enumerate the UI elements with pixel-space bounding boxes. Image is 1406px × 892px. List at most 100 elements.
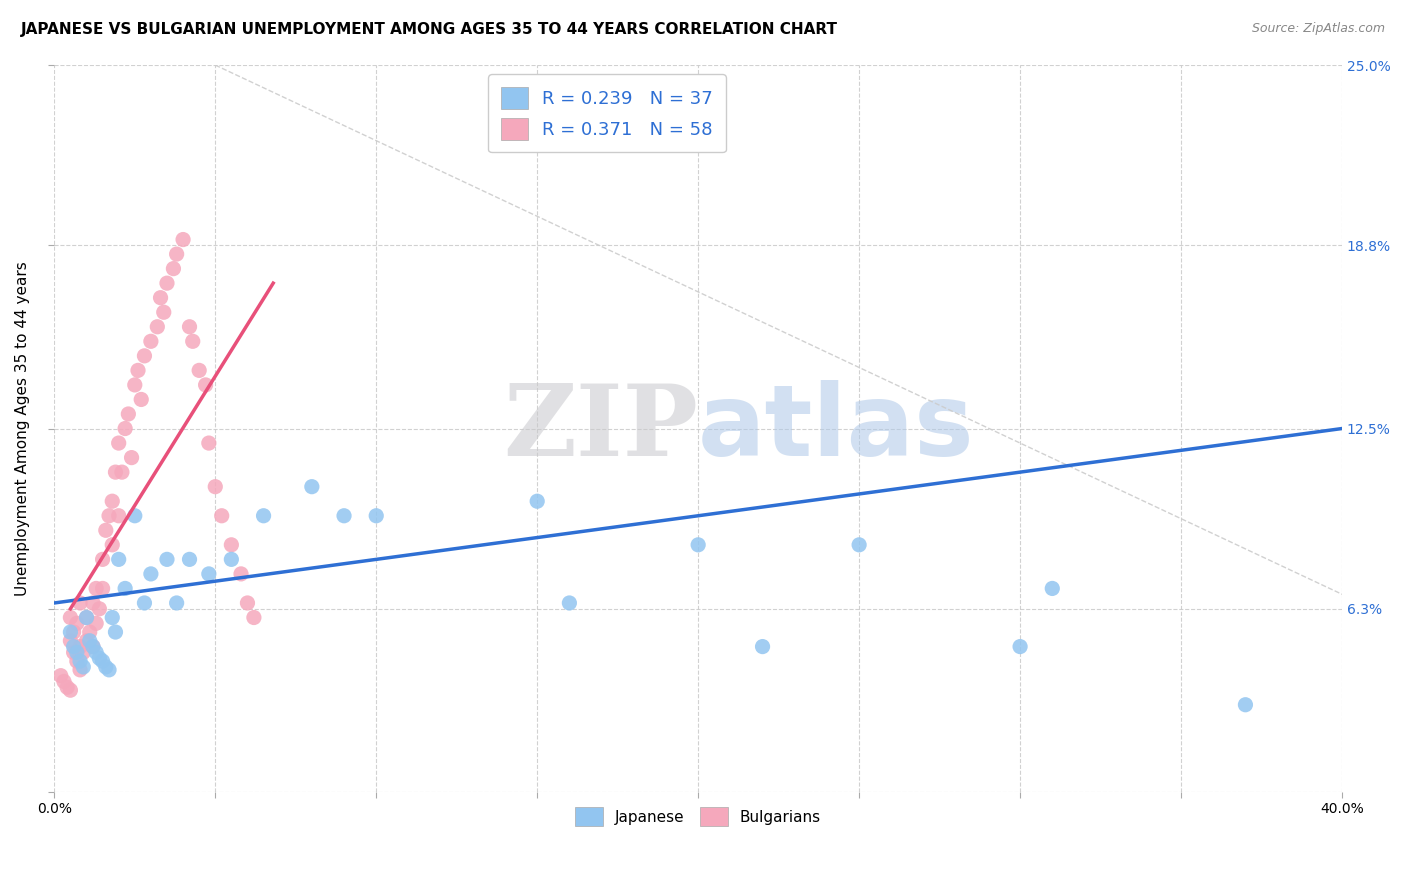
Point xyxy=(52,674,75,689)
Point xyxy=(526,494,548,508)
Point xyxy=(1010,640,1032,654)
Point xyxy=(107,436,129,450)
Point xyxy=(124,508,146,523)
Point xyxy=(82,596,104,610)
Point xyxy=(72,645,94,659)
Point xyxy=(69,596,91,610)
Point xyxy=(124,378,146,392)
Point xyxy=(69,663,91,677)
Point xyxy=(243,610,266,624)
Point xyxy=(98,508,121,523)
Point xyxy=(166,247,188,261)
Point xyxy=(204,480,226,494)
Point xyxy=(59,683,82,698)
Point xyxy=(162,261,184,276)
Point xyxy=(62,645,84,659)
Point xyxy=(333,508,356,523)
Point xyxy=(848,538,870,552)
Point xyxy=(1040,582,1063,596)
Point xyxy=(59,610,82,624)
Point xyxy=(91,552,114,566)
Point xyxy=(76,610,98,624)
Point xyxy=(62,640,84,654)
Point xyxy=(76,610,98,624)
Point xyxy=(101,494,124,508)
Point xyxy=(84,616,107,631)
Point xyxy=(104,465,127,479)
Text: JAPANESE VS BULGARIAN UNEMPLOYMENT AMONG AGES 35 TO 44 YEARS CORRELATION CHART: JAPANESE VS BULGARIAN UNEMPLOYMENT AMONG… xyxy=(21,22,838,37)
Point xyxy=(82,640,104,654)
Point xyxy=(69,654,91,668)
Point xyxy=(49,668,72,682)
Point xyxy=(198,566,221,581)
Point xyxy=(79,633,101,648)
Point xyxy=(79,625,101,640)
Point xyxy=(558,596,581,610)
Point xyxy=(172,233,194,247)
Text: ZIP: ZIP xyxy=(503,380,699,477)
Point xyxy=(66,616,89,631)
Legend: Japanese, Bulgarians: Japanese, Bulgarians xyxy=(567,798,830,835)
Text: atlas: atlas xyxy=(699,380,974,477)
Point xyxy=(211,508,233,523)
Point xyxy=(134,349,156,363)
Point xyxy=(751,640,773,654)
Text: Source: ZipAtlas.com: Source: ZipAtlas.com xyxy=(1251,22,1385,36)
Point xyxy=(107,552,129,566)
Point xyxy=(149,291,172,305)
Point xyxy=(152,305,174,319)
Point xyxy=(104,625,127,640)
Point xyxy=(91,582,114,596)
Point xyxy=(221,552,243,566)
Point xyxy=(156,276,179,290)
Point xyxy=(84,645,107,659)
Point xyxy=(66,645,89,659)
Point xyxy=(91,654,114,668)
Point xyxy=(688,538,710,552)
Point xyxy=(114,421,136,435)
Point xyxy=(179,319,201,334)
Point xyxy=(166,596,188,610)
Point xyxy=(252,508,274,523)
Point xyxy=(134,596,156,610)
Point xyxy=(181,334,204,349)
Point xyxy=(84,582,107,596)
Point xyxy=(129,392,152,407)
Point xyxy=(117,407,139,421)
Point xyxy=(94,523,117,537)
Point xyxy=(89,602,111,616)
Point xyxy=(179,552,201,566)
Point xyxy=(76,633,98,648)
Point xyxy=(127,363,149,377)
Point xyxy=(221,538,243,552)
Point xyxy=(198,436,221,450)
Point xyxy=(101,610,124,624)
Point xyxy=(366,508,388,523)
Point xyxy=(194,378,217,392)
Point xyxy=(72,660,94,674)
Point xyxy=(107,508,129,523)
Point xyxy=(66,654,89,668)
Point xyxy=(59,625,82,640)
Point xyxy=(101,538,124,552)
Point xyxy=(69,640,91,654)
Point xyxy=(89,651,111,665)
Point xyxy=(301,480,323,494)
Y-axis label: Unemployment Among Ages 35 to 44 years: Unemployment Among Ages 35 to 44 years xyxy=(15,261,30,596)
Point xyxy=(229,566,252,581)
Point xyxy=(62,625,84,640)
Point xyxy=(236,596,259,610)
Point xyxy=(82,640,104,654)
Point xyxy=(188,363,211,377)
Point xyxy=(98,663,121,677)
Point xyxy=(114,582,136,596)
Point xyxy=(139,566,162,581)
Point xyxy=(146,319,169,334)
Point xyxy=(139,334,162,349)
Point xyxy=(56,681,79,695)
Point xyxy=(94,660,117,674)
Point xyxy=(1234,698,1257,712)
Point xyxy=(111,465,134,479)
Point xyxy=(121,450,143,465)
Point xyxy=(156,552,179,566)
